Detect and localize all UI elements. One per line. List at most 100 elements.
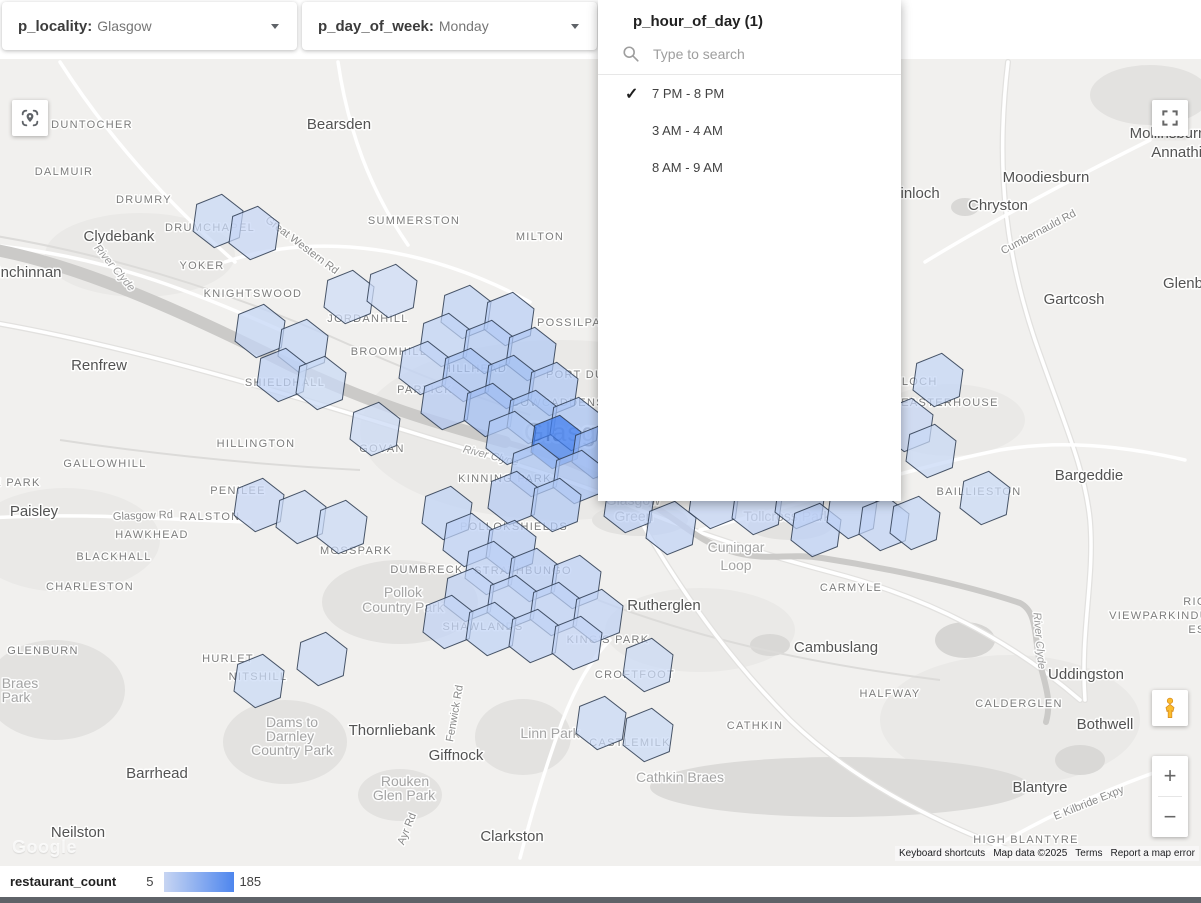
map-label: VIEWPARK xyxy=(1109,610,1177,622)
checkmark-icon: ✓ xyxy=(625,85,639,103)
map-label: Cuningar xyxy=(708,539,765,555)
map-label: HILLINGTON xyxy=(217,438,296,450)
filter-day-label: p_day_of_week: xyxy=(318,17,434,35)
filter-day-value: Monday xyxy=(438,18,489,34)
keyboard-shortcuts-link[interactable]: Keyboard shortcuts xyxy=(895,846,990,861)
hexbin[interactable] xyxy=(551,615,603,671)
map-label: YOKER xyxy=(179,260,224,272)
map-label: Gartcosh xyxy=(1044,291,1105,308)
hexbin[interactable] xyxy=(234,303,286,359)
map-label: MILTON xyxy=(516,231,564,243)
fullscreen-icon xyxy=(1162,110,1178,126)
map-label: Uddingston xyxy=(1048,666,1124,683)
hour-option-label: 3 AM - 4 AM xyxy=(652,123,723,138)
map-label: Thornliebank xyxy=(349,722,436,739)
hexbin[interactable] xyxy=(622,707,674,763)
map-label: HAWKHEAD xyxy=(115,529,189,541)
hexbin[interactable] xyxy=(575,695,627,751)
map-label: Glen Park xyxy=(373,787,436,803)
map-label: Park xyxy=(2,689,32,705)
legend-bar: restaurant_count 5 185 xyxy=(0,866,1201,897)
map-label: HALFWAY xyxy=(859,688,920,700)
horizontal-scrollbar[interactable] xyxy=(0,897,1201,903)
hexbin[interactable] xyxy=(349,401,401,457)
hexbin[interactable] xyxy=(233,477,285,533)
hexbin[interactable] xyxy=(295,355,347,411)
map-label: ES xyxy=(1188,624,1201,636)
map-label: Neilston xyxy=(51,824,105,841)
zoom-divider xyxy=(1158,796,1182,797)
hour-option-2[interactable]: 8 AM - 9 AM xyxy=(598,149,901,186)
map-label: RALSTON xyxy=(180,511,241,523)
hexbin[interactable] xyxy=(296,631,348,687)
map-label: DRUMRY xyxy=(116,194,172,206)
filter-day-of-week-dropdown[interactable]: p_day_of_week: Monday xyxy=(302,2,597,50)
zoom-out-button[interactable]: − xyxy=(1163,804,1177,829)
pegman-button[interactable] xyxy=(1152,690,1188,726)
filter-locality-dropdown[interactable]: p_locality: Glasgow xyxy=(2,2,297,50)
hexbin[interactable] xyxy=(228,205,280,261)
hexbin-layer xyxy=(192,193,1011,763)
hour-option-1[interactable]: 3 AM - 4 AM xyxy=(598,112,901,149)
hexbin[interactable] xyxy=(905,423,957,479)
map-label: KNIGHTSWOOD xyxy=(204,288,303,300)
recenter-button[interactable] xyxy=(12,100,48,136)
map-label: Country Park xyxy=(362,599,445,615)
chevron-down-icon xyxy=(571,24,579,29)
hour-filter-search-row xyxy=(598,34,901,75)
zoom-in-button[interactable]: + xyxy=(1163,763,1177,788)
legend-max-value: 185 xyxy=(239,874,262,889)
map-label: Country Park xyxy=(251,742,334,758)
map-label: Renfrew xyxy=(71,357,127,374)
map-label: CHARLESTON xyxy=(46,581,134,593)
map-label: GLENBURN xyxy=(7,645,79,657)
map-label: Glasgow Rd xyxy=(113,509,173,523)
terms-link[interactable]: Terms xyxy=(1071,846,1107,861)
map-label: DUMBRECK xyxy=(390,564,463,576)
map-label: DALMUIR xyxy=(35,166,94,178)
map-label: Bearsden xyxy=(307,116,371,133)
fullscreen-button[interactable] xyxy=(1152,100,1188,136)
map-label: Fenwick Rd xyxy=(444,684,466,743)
map-label: Inchinnan xyxy=(0,264,62,281)
hexbin[interactable] xyxy=(889,495,941,551)
hexbin[interactable] xyxy=(316,499,368,555)
map-label: Bargeddie xyxy=(1055,467,1123,484)
map-label: E PARK xyxy=(0,477,41,489)
report-error-link[interactable]: Report a map error xyxy=(1106,846,1199,861)
map-label: Annathill xyxy=(1151,144,1201,161)
map-label: Bothwell xyxy=(1077,716,1134,733)
map-label: Pollok xyxy=(384,584,423,600)
google-logo[interactable]: Google xyxy=(12,837,77,857)
hexbin[interactable] xyxy=(622,637,674,693)
map-label: CATHKIN xyxy=(727,720,784,732)
map-label: Linn Park xyxy=(520,725,580,741)
map-label: Loop xyxy=(720,557,751,573)
map-label: Rutherglen xyxy=(627,597,700,614)
map-label: Chryston xyxy=(968,197,1028,214)
map-label: SUMMERSTON xyxy=(368,215,460,227)
hour-filter-search-input[interactable] xyxy=(651,45,875,63)
map-label: DUNTOCHER xyxy=(51,119,133,131)
map-label: BLACKHALL xyxy=(76,551,151,563)
legend-metric-label: restaurant_count xyxy=(10,874,117,889)
hexbin[interactable] xyxy=(275,489,327,545)
map-label: Barrhead xyxy=(126,765,188,782)
hexbin[interactable] xyxy=(530,477,582,533)
map-data-text: Map data ©2025 xyxy=(989,846,1072,861)
map-label: Giffnock xyxy=(429,747,484,764)
pegman-icon xyxy=(1165,697,1175,718)
hexbin[interactable] xyxy=(959,470,1011,526)
hexbin[interactable] xyxy=(233,653,285,709)
hour-option-0[interactable]: ✓ 7 PM - 8 PM xyxy=(598,75,901,112)
map-label: Moodiesburn xyxy=(1003,169,1090,186)
map-label: Rouken xyxy=(381,773,429,789)
filter-locality-value: Glasgow xyxy=(97,18,152,34)
map-label: Clarkston xyxy=(480,828,543,845)
hexbin[interactable] xyxy=(912,352,964,408)
hexbin[interactable] xyxy=(366,263,418,319)
map-label: Glenboig xyxy=(1163,275,1201,292)
zoom-control: + − xyxy=(1152,756,1188,837)
chevron-down-icon xyxy=(271,24,279,29)
